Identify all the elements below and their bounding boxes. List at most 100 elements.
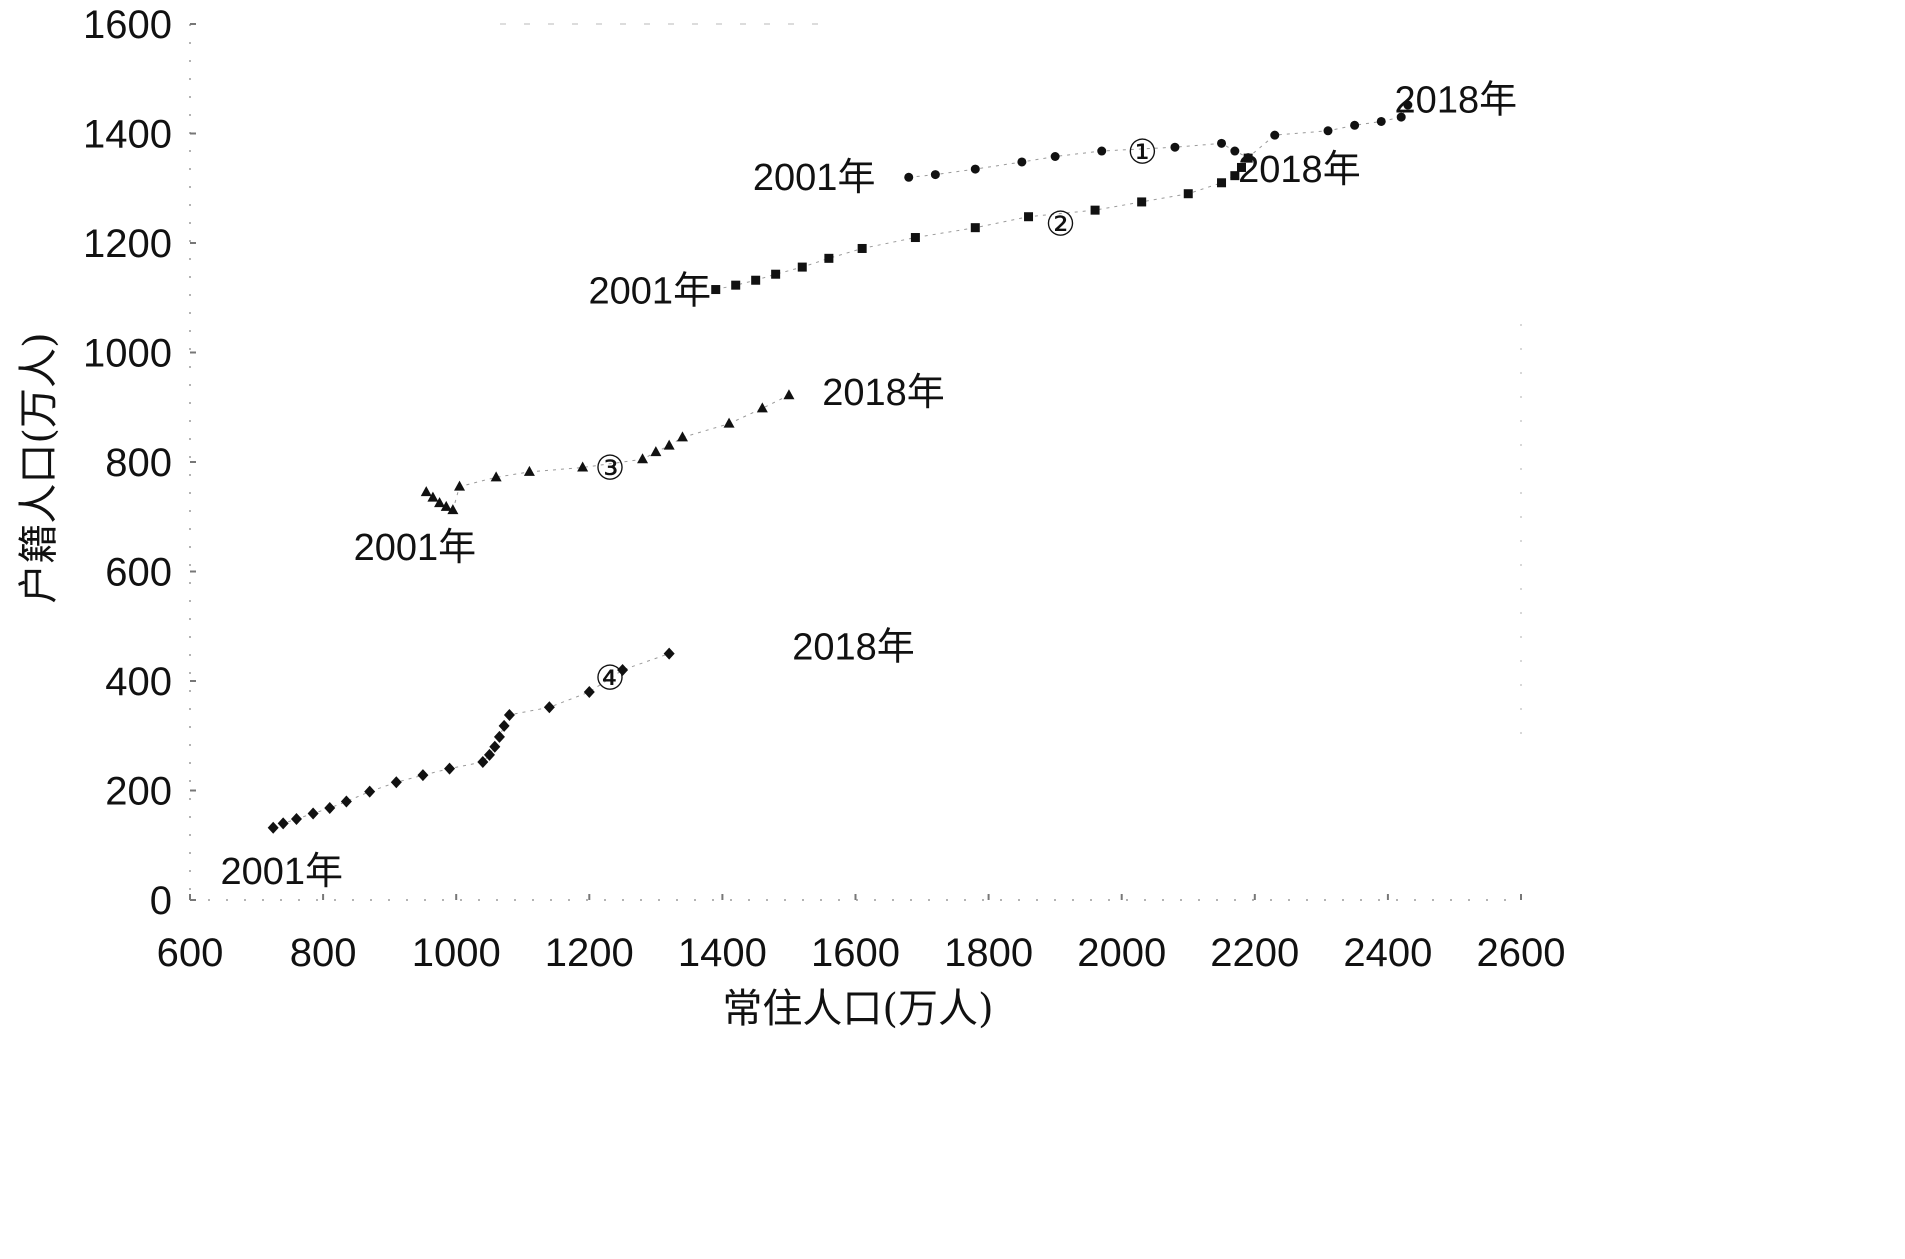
data-point-triangle	[637, 453, 649, 464]
data-point-diamond	[498, 719, 510, 732]
data-point-square	[857, 243, 867, 253]
data-point-square	[1217, 178, 1227, 188]
data-point-square	[970, 223, 980, 233]
data-point-square	[910, 233, 920, 243]
data-point-diamond	[503, 708, 515, 721]
data-point-square	[1137, 197, 1147, 207]
data-point-triangle	[650, 446, 662, 457]
series-number-label: ④	[595, 659, 625, 699]
data-point-triangle	[783, 389, 795, 400]
data-point-triangle	[723, 417, 735, 428]
data-point-diamond	[417, 769, 429, 782]
y-tick-label: 200	[105, 770, 172, 814]
data-point-square	[1024, 212, 1034, 222]
data-point-triangle	[427, 491, 439, 502]
data-point-triangle	[756, 402, 768, 413]
start-year-label: 2001年	[354, 527, 477, 569]
data-point-square	[1243, 153, 1253, 163]
series-line	[425, 394, 790, 511]
data-point-diamond	[489, 740, 501, 753]
y-tick-label: 800	[105, 441, 172, 485]
data-point-triangle	[434, 497, 446, 508]
data-point-diamond	[267, 821, 279, 834]
data-point-circle	[904, 172, 914, 182]
data-point-triangle	[447, 504, 459, 515]
data-point-diamond	[477, 756, 489, 769]
data-point-circle	[1050, 151, 1060, 161]
x-tick-label: 1600	[811, 931, 900, 975]
annotations: ① 2001年 2018年 ② 2001年 2018年 ③ 2001年 2018年 ④ 2001年 2…	[221, 80, 1518, 893]
data-point-triangle	[454, 480, 466, 491]
data-point-diamond	[493, 730, 505, 743]
chart-container: 600 800 1000 1200 1400 1600 1800 2000 2200 2400 26…	[16, 3, 1565, 1032]
axis-ticks: 600 800 1000 1200 1400 1600 1800 2000 2200 2400 26…	[83, 3, 1565, 975]
data-point-square	[1090, 205, 1100, 215]
data-point-triangle	[663, 439, 675, 450]
series-markers	[267, 100, 1413, 834]
y-tick-label: 1000	[83, 332, 172, 376]
x-tick-label: 2400	[1343, 931, 1432, 975]
data-point-square	[824, 253, 834, 263]
x-tick-label: 2000	[1077, 931, 1166, 975]
x-tick-label: 1200	[545, 931, 634, 975]
data-point-diamond	[483, 748, 495, 761]
series-number-label: ③	[595, 448, 625, 488]
x-tick-label: 2200	[1210, 931, 1299, 975]
y-tick-label: 600	[105, 551, 172, 595]
x-axis-title: 常住人口(万人)	[722, 986, 993, 1032]
start-year-label: 2001年	[221, 851, 344, 893]
data-point-square	[1230, 171, 1240, 181]
data-point-diamond	[307, 807, 319, 820]
data-point-square	[711, 285, 721, 295]
data-point-circle	[970, 164, 980, 174]
series-lines	[273, 104, 1409, 829]
data-point-square	[1236, 162, 1246, 172]
data-point-circle	[1323, 126, 1333, 136]
y-tick-label: 1600	[83, 3, 172, 47]
y-axis-title: 户籍人口(万人)	[16, 332, 62, 603]
data-point-diamond	[663, 647, 675, 660]
data-point-diamond	[390, 776, 402, 789]
data-point-circle	[930, 170, 940, 180]
x-tick-label: 600	[157, 931, 224, 975]
data-point-circle	[1170, 142, 1180, 152]
data-point-circle	[1017, 157, 1027, 167]
data-point-diamond	[444, 762, 456, 775]
end-year-label: 2018年	[1238, 149, 1361, 191]
end-year-label: 2018年	[792, 627, 915, 669]
data-point-square	[1183, 189, 1193, 199]
start-year-label: 2001年	[753, 157, 876, 199]
series-line	[908, 104, 1409, 178]
data-point-diamond	[324, 802, 336, 815]
x-tick-label: 1800	[944, 931, 1033, 975]
data-point-triangle	[577, 461, 589, 472]
data-point-diamond	[583, 685, 595, 698]
data-point-triangle	[440, 500, 452, 511]
x-tick-label: 1000	[412, 931, 501, 975]
y-tick-label: 1200	[83, 222, 172, 266]
end-year-label: 2018年	[1395, 80, 1518, 122]
data-point-triangle	[490, 471, 502, 482]
x-tick-label: 2600	[1477, 931, 1566, 975]
data-point-diamond	[340, 795, 352, 808]
data-point-circle	[1097, 146, 1107, 156]
data-point-diamond	[543, 701, 555, 714]
data-point-square	[751, 275, 761, 285]
y-tick-label: 1400	[83, 113, 172, 157]
data-point-triangle	[523, 465, 535, 476]
data-point-square	[731, 280, 741, 290]
start-year-label: 2001年	[589, 271, 712, 313]
data-point-triangle	[676, 431, 688, 442]
data-point-circle	[1217, 138, 1227, 148]
x-tick-label: 800	[290, 931, 357, 975]
data-point-circle	[1376, 116, 1386, 126]
y-tick-label: 0	[150, 879, 172, 923]
data-point-circle	[1230, 146, 1240, 156]
series-number-label: ①	[1127, 133, 1157, 173]
x-tick-label: 1400	[678, 931, 767, 975]
data-point-circle	[1270, 130, 1280, 140]
data-point-triangle	[420, 486, 432, 497]
y-tick-label: 400	[105, 660, 172, 704]
data-point-circle	[1403, 100, 1413, 110]
data-point-diamond	[364, 785, 376, 798]
